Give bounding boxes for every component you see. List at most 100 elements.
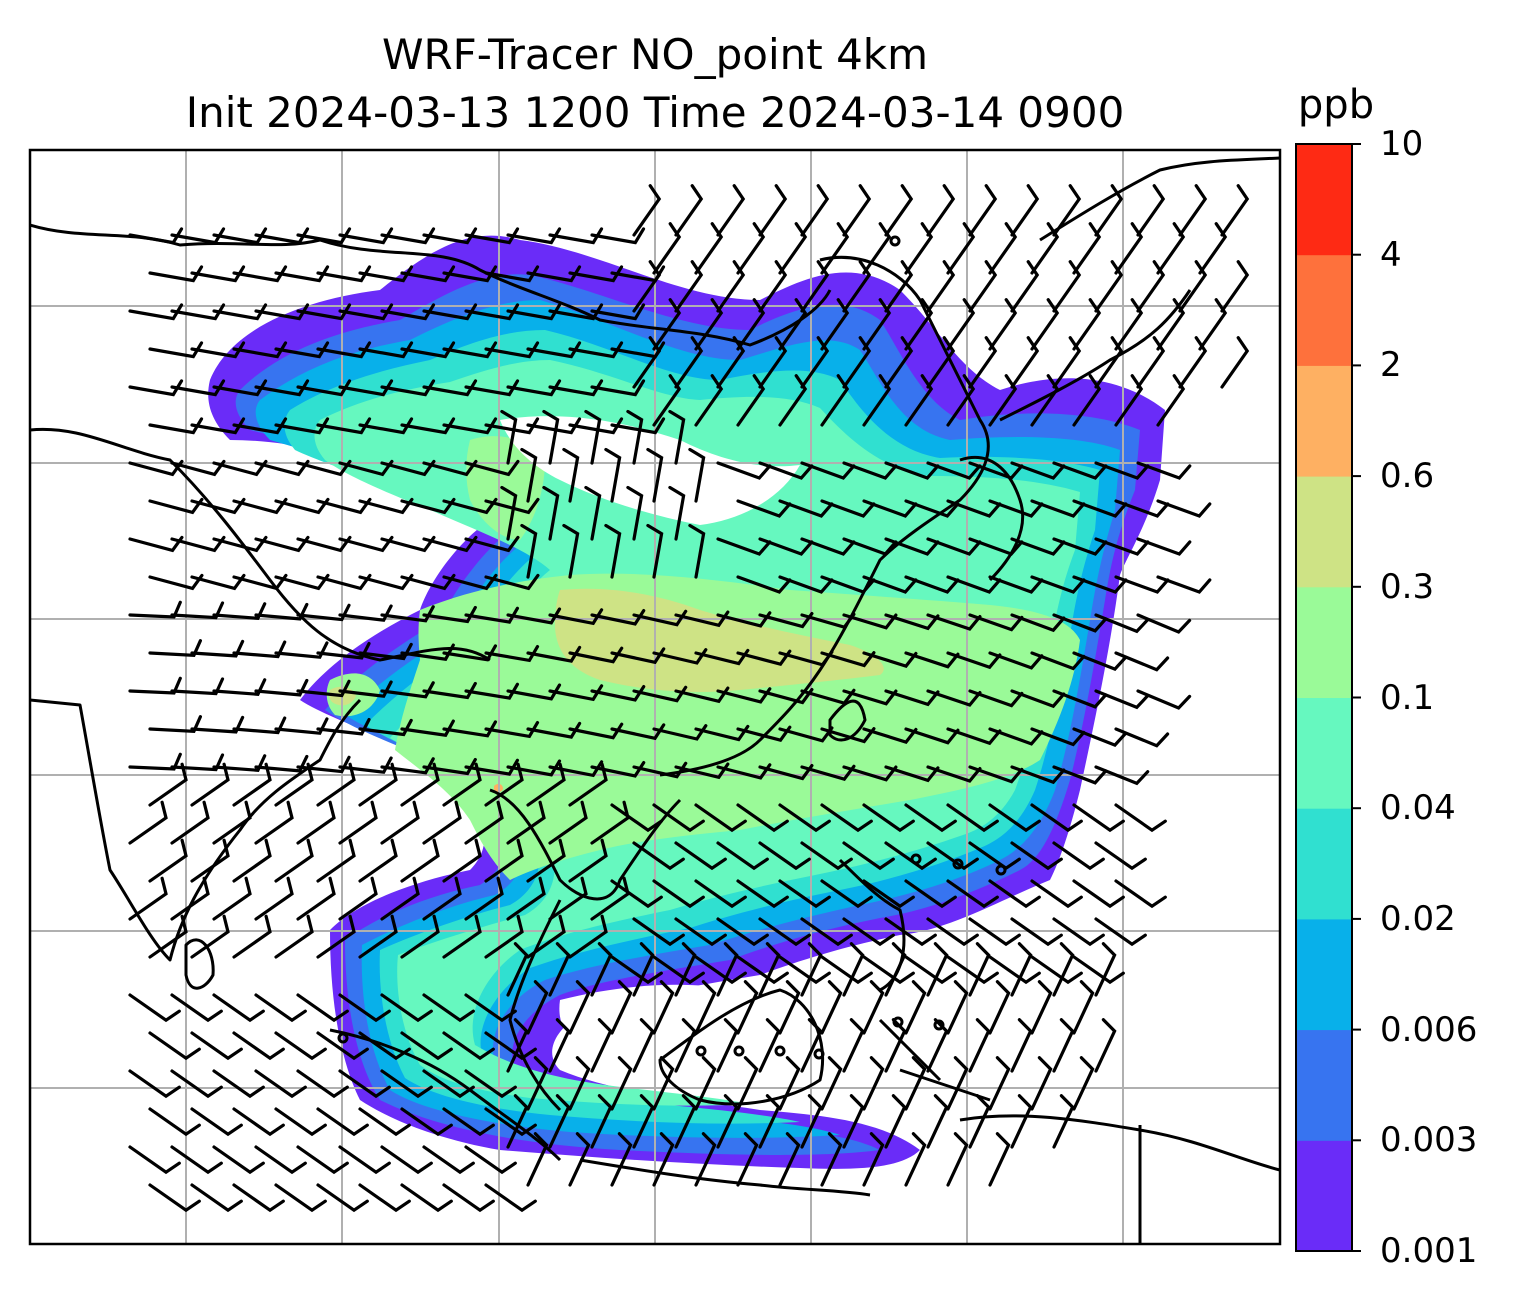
- wind-barb: [820, 374, 850, 427]
- coastline-java: [579, 1158, 871, 1197]
- wind-barb: [526, 980, 549, 1035]
- wind-barb: [254, 1145, 307, 1175]
- wind-barb: [842, 841, 895, 871]
- wind-barb: [904, 374, 934, 427]
- wind-barb: [254, 800, 294, 845]
- wind-barb: [484, 1107, 537, 1137]
- wind-barb: [862, 651, 918, 668]
- wind-barb: [968, 917, 1021, 947]
- map-area: [30, 150, 1280, 1244]
- wind-barb: [646, 447, 664, 503]
- colorbar-tick-label: 0.003: [1380, 1120, 1478, 1161]
- wind-barb: [190, 639, 245, 658]
- wind-barb: [694, 298, 724, 351]
- wind-barb: [232, 640, 287, 659]
- wind-barb: [862, 1056, 885, 1111]
- wind-barb: [1094, 336, 1124, 389]
- wind-barb: [128, 379, 184, 397]
- colorbar: [1296, 143, 1361, 1252]
- wind-barb: [652, 1132, 675, 1187]
- wind-barb: [506, 759, 562, 777]
- wind-barb: [128, 1069, 181, 1099]
- wind-barb: [632, 1018, 655, 1073]
- wind-barb: [736, 374, 766, 427]
- wind-barb: [506, 800, 546, 845]
- wind-barb: [1072, 575, 1128, 594]
- wind-barb: [1094, 942, 1117, 997]
- wind-barb: [842, 537, 898, 556]
- wind-barb: [926, 1018, 949, 1073]
- wind-barb: [842, 461, 898, 480]
- wind-barb: [1030, 803, 1083, 833]
- wind-barb: [464, 227, 520, 245]
- wind-barb: [590, 1094, 613, 1149]
- wind-barb: [422, 605, 477, 624]
- wind-barb: [590, 227, 646, 245]
- wind-barb: [632, 1094, 655, 1149]
- wind-barb: [232, 716, 287, 735]
- wind-barb: [842, 336, 872, 389]
- wind-barb: [778, 803, 831, 833]
- wind-barb: [170, 379, 226, 397]
- wind-barb: [128, 600, 182, 619]
- wind-barb: [190, 341, 246, 359]
- colorbar-frame: [1295, 143, 1353, 1252]
- colorbar-tick-label: 0.006: [1380, 1009, 1478, 1050]
- wind-barb: [212, 602, 267, 620]
- wind-barb: [316, 265, 372, 283]
- wind-barb: [590, 876, 630, 921]
- wind-barb: [884, 841, 937, 871]
- coastline-russia-east: [1039, 156, 1280, 242]
- wind-barb: [626, 409, 644, 465]
- wind-barb: [128, 1145, 181, 1175]
- wind-barb: [128, 876, 168, 921]
- wind-barb: [170, 1069, 223, 1099]
- wind-barb: [800, 917, 853, 947]
- wind-barb: [506, 607, 562, 625]
- wind-barb: [758, 942, 781, 997]
- wind-barb: [800, 942, 823, 997]
- wind-barb: [274, 838, 314, 883]
- wind-barb: [232, 341, 288, 359]
- coastline-srilanka: [184, 938, 215, 990]
- colorbar-segment: [1296, 254, 1352, 366]
- wind-barb: [610, 980, 633, 1035]
- wind-barb: [716, 917, 769, 947]
- colorbar-tick-label: 0.04: [1380, 788, 1456, 829]
- wind-barb: [736, 499, 792, 518]
- wind-barb: [652, 955, 705, 985]
- wind-barb: [820, 222, 850, 275]
- wind-barb: [1072, 727, 1128, 747]
- wind-barb: [380, 876, 420, 921]
- wind-barb: [190, 417, 246, 435]
- wind-barb: [506, 942, 529, 997]
- wind-barb: [884, 537, 940, 556]
- wind-barb: [548, 876, 588, 921]
- wind-barb: [1094, 917, 1147, 947]
- coastline-korea-japan: [959, 289, 1192, 582]
- wind-barb: [254, 993, 307, 1023]
- wind-barb: [604, 447, 622, 503]
- wind-barb: [968, 260, 998, 313]
- wind-barb: [1178, 184, 1208, 237]
- wind-barb: [170, 800, 210, 845]
- wind-barb: [820, 879, 873, 909]
- wind-barb: [1010, 537, 1066, 556]
- wind-barb: [254, 876, 294, 921]
- wind-barb: [1136, 461, 1192, 480]
- wind-barb: [442, 838, 482, 883]
- wind-barb: [338, 1069, 391, 1099]
- wind-barb: [506, 1094, 529, 1149]
- colorbar-segment: [1296, 918, 1352, 1031]
- colorbar-segment: [1296, 808, 1352, 920]
- wind-barb: [904, 803, 957, 833]
- wind-barb: [148, 838, 188, 883]
- wind-barb: [568, 341, 624, 359]
- wind-barb: [520, 447, 538, 503]
- wind-barb: [694, 222, 724, 275]
- wind-barb: [274, 762, 314, 807]
- wind-barb: [568, 914, 608, 959]
- wind-barb: [800, 184, 830, 237]
- wind-barb: [358, 1183, 411, 1213]
